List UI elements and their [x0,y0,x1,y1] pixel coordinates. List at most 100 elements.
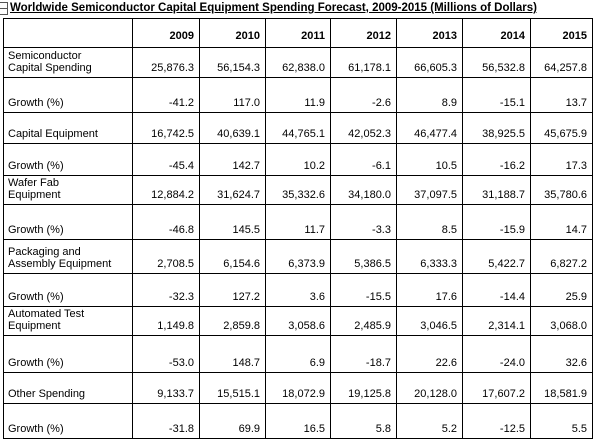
row-label: Growth (%) [3,77,133,113]
cell-value: 35,780.6 [530,175,593,205]
cell-value: 20,128.0 [396,372,463,404]
cell-value: 62,838.0 [265,47,331,78]
cell-value: 2,485.9 [330,306,397,336]
cell-value: 11.9 [265,77,331,113]
cell-value: 6,154.6 [199,239,266,274]
table-row: Other Spending 9,133.7 15,515.1 18,072.9… [3,372,593,404]
cell-value: 127.2 [199,273,266,307]
cell-value: 37,097.5 [396,175,463,205]
cell-value: -46.8 [132,204,200,240]
year-header: 2012 [330,18,397,48]
cell-value: -41.2 [132,77,200,113]
row-label: Capital Equipment [3,112,133,144]
cell-value: 45,675.9 [530,112,593,144]
cell-value: 145.5 [199,204,266,240]
year-header: 2009 [132,18,200,48]
page-title: Worldwide Semiconductor Capital Equipmen… [10,2,537,14]
cell-value: 2,859.8 [199,306,266,336]
cell-value: 34,180.0 [330,175,397,205]
cell-value: -15.9 [462,204,531,240]
table-row: Wafer Fab Equipment 12,884.2 31,624.7 35… [3,175,593,205]
cell-value: 8.9 [396,77,463,113]
cell-value: 66,605.3 [396,47,463,78]
cell-value: -12.5 [462,403,531,439]
table-row: Capital Equipment 16,742.5 40,639.1 44,7… [3,112,593,144]
forecast-table: 2009 2010 2011 2012 2013 2014 2015 Semic… [3,18,593,439]
cell-value: 61,178.1 [330,47,397,78]
cell-value: 1,149.8 [132,306,200,336]
cell-value: -45.4 [132,143,200,176]
cell-value: -18.7 [330,335,397,373]
cell-value: -31.8 [132,403,200,439]
cell-value: 11.7 [265,204,331,240]
cell-value: 17.3 [530,143,593,176]
cell-value: -14.4 [462,273,531,307]
year-header: 2015 [530,18,593,48]
cell-value: 32.6 [530,335,593,373]
cell-value: 117.0 [199,77,266,113]
table-row: Packaging and Assembly Equipment 2,708.5… [3,239,593,274]
cell-value: 3.6 [265,273,331,307]
row-label: Semiconductor Capital Spending [3,47,133,78]
cell-value: 5,422.7 [462,239,531,274]
cell-value: 16.5 [265,403,331,439]
cell-value: 10.2 [265,143,331,176]
table-header-row: 2009 2010 2011 2012 2013 2014 2015 [3,18,593,48]
table-row: Growth (%) -32.3 127.2 3.6 -15.5 17.6 -1… [3,273,593,307]
cell-value: -15.1 [462,77,531,113]
cell-value: -6.1 [330,143,397,176]
cell-value: 35,332.6 [265,175,331,205]
cell-value: 22.6 [396,335,463,373]
cell-value: -2.6 [330,77,397,113]
row-label: Growth (%) [3,143,133,176]
cell-value: 6,373.9 [265,239,331,274]
table-row: Growth (%) -31.8 69.9 16.5 5.8 5.2 -12.5… [3,403,593,439]
cell-value: 44,765.1 [265,112,331,144]
cell-value: 142.7 [199,143,266,176]
cell-value: 17,607.2 [462,372,531,404]
cell-value: 13.7 [530,77,593,113]
cell-value: -15.5 [330,273,397,307]
cell-value: 6,333.3 [396,239,463,274]
cell-value: 56,154.3 [199,47,266,78]
table-row: Growth (%) -46.8 145.5 11.7 -3.3 8.5 -15… [3,204,593,240]
cell-value: 42,052.3 [330,112,397,144]
table-row: Growth (%) -45.4 142.7 10.2 -6.1 10.5 -1… [3,143,593,176]
cell-value: -32.3 [132,273,200,307]
cell-value: 2,314.1 [462,306,531,336]
cell-value: 8.5 [396,204,463,240]
cell-value: 46,477.4 [396,112,463,144]
cell-value: 5.2 [396,403,463,439]
year-header: 2011 [265,18,331,48]
cell-value: 6.9 [265,335,331,373]
cell-value: 14.7 [530,204,593,240]
cell-value: 9,133.7 [132,372,200,404]
row-label: Growth (%) [3,403,133,439]
cell-value: -24.0 [462,335,531,373]
cell-value: 6,827.2 [530,239,593,274]
cell-value: 38,925.5 [462,112,531,144]
cell-value: 69.9 [199,403,266,439]
cell-value: 25,876.3 [132,47,200,78]
cell-value: 40,639.1 [199,112,266,144]
row-label: Growth (%) [3,204,133,240]
cell-value: 16,742.5 [132,112,200,144]
cell-value: 17.6 [396,273,463,307]
cell-value: 18,581.9 [530,372,593,404]
cell-value: 31,624.7 [199,175,266,205]
cell-value: 3,058.6 [265,306,331,336]
corner-cell [3,18,133,48]
year-header: 2010 [199,18,266,48]
cell-value: 31,188.7 [462,175,531,205]
cell-value: 2,708.5 [132,239,200,274]
cell-value: 15,515.1 [199,372,266,404]
cell-value: 3,046.5 [396,306,463,336]
row-label: Growth (%) [3,273,133,307]
year-header: 2013 [396,18,463,48]
row-label: Automated Test Equipment [3,306,133,336]
cell-value: -3.3 [330,204,397,240]
cell-value: -16.2 [462,143,531,176]
cell-value: -53.0 [132,335,200,373]
cell-value: 5,386.5 [330,239,397,274]
